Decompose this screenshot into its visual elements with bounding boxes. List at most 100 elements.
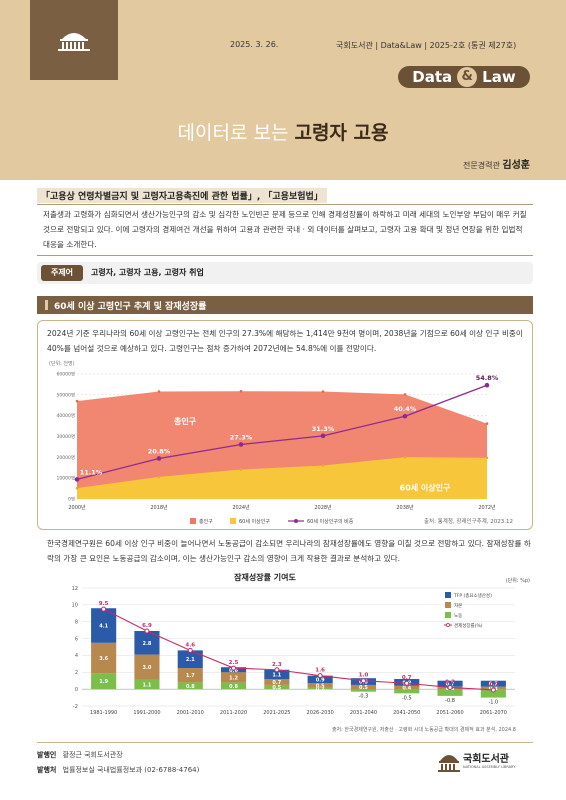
chart2-xtick: 2021-2025 xyxy=(263,710,290,716)
labor-value-label: 0.8 xyxy=(229,684,238,690)
elderly-area-label: 60세 이상인구 xyxy=(400,483,451,493)
tfp-bar xyxy=(307,675,333,684)
footer-office: 발행처 법률정보실 국내법률정보과 (02-6788-4764) xyxy=(37,765,199,775)
chart2-ytick: 10 xyxy=(72,603,78,609)
tfp-value-label: 2.1 xyxy=(186,657,195,663)
keyword-tag: 주제어 xyxy=(41,265,83,281)
chart1-ytick: 60000명 xyxy=(57,371,75,378)
chart-box xyxy=(37,320,533,530)
elderly-population-point xyxy=(485,456,489,460)
chart1-xtick: 2072년 xyxy=(478,504,496,511)
growth-point xyxy=(360,678,366,684)
growth-point xyxy=(447,684,453,690)
capital-value-label: 1.2 xyxy=(229,675,238,681)
capital-bar xyxy=(264,679,290,685)
logo-name: 국회도서관 xyxy=(463,754,509,765)
labor-bar xyxy=(264,684,290,690)
elderly-population-point xyxy=(239,468,243,471)
capital-bar xyxy=(350,684,377,690)
chart1-source: 출처: 통계청, 장래인구추계, 2023.12 xyxy=(424,519,513,525)
total-population-point xyxy=(75,399,79,403)
ratio-label: 11.1% xyxy=(80,468,103,476)
total-population-point xyxy=(403,393,407,396)
chart2-xtick: 2001-2010 xyxy=(177,710,204,716)
chart2-ytick: 6 xyxy=(75,636,78,642)
labor-value-label: -1.0 xyxy=(488,700,498,706)
growth-point xyxy=(231,665,237,671)
chart2-xtick: 2031-2040 xyxy=(350,710,377,716)
chart1-xtick: 2024년 xyxy=(232,504,250,511)
capital-bar xyxy=(307,683,333,688)
tfp-bar xyxy=(177,650,203,669)
labor-value-label: 1.9 xyxy=(99,679,108,685)
assembly-building-icon xyxy=(58,33,90,51)
labor-bar xyxy=(307,687,333,690)
page-title: 데이터로 보는 고령자 고용 xyxy=(0,118,566,145)
chart1-ytick: 40000명 xyxy=(57,412,75,419)
labor-bar xyxy=(394,689,420,694)
legend-ratio-label: 60세 이상인구의 비중 xyxy=(307,518,354,525)
chart2-legend-label: TFP (총요소생산성) xyxy=(453,592,492,599)
tfp-bar xyxy=(134,630,160,655)
keyword-bar: 주제어 고령자, 고령자 고용, 고령자 취업 xyxy=(37,262,533,284)
growth-line xyxy=(103,608,494,691)
total-population-point xyxy=(239,389,243,393)
footer-office-label: 발행처 xyxy=(37,766,57,774)
capital-value-label: 0.7 xyxy=(272,680,281,686)
ratio-line xyxy=(76,384,488,481)
ratio-point xyxy=(402,413,408,419)
chart2-legend-swatch xyxy=(445,612,451,618)
chart2-legend-label: 경제성장률(%) xyxy=(454,622,483,629)
growth-value-label: 1.0 xyxy=(359,673,369,679)
elderly-population-area xyxy=(77,457,487,499)
growth-chart: 잠재성장률 기여도 (단위: %p) 1.9 3.6 4.1 1.1 3.0 2.8 0.8… xyxy=(72,572,530,716)
capital-bar xyxy=(394,685,420,690)
labor-value-label: -0.8 xyxy=(445,698,455,704)
labor-bar xyxy=(220,682,247,690)
capital-value-label: 0.4 xyxy=(402,685,411,691)
labor-bar xyxy=(480,689,506,698)
labor-bar xyxy=(350,689,377,692)
growth-point xyxy=(274,667,280,673)
ratio-label: 20.8% xyxy=(148,447,171,455)
chart2-ytick: 8 xyxy=(75,620,78,626)
capital-bar xyxy=(134,654,160,680)
growth-point xyxy=(317,673,323,679)
chart2-xtick: 2011-2020 xyxy=(220,710,247,716)
chart2-xtick: 2026-2030 xyxy=(307,710,334,716)
badge-amp: & xyxy=(457,67,478,87)
elderly-population-point xyxy=(157,475,161,479)
growth-point xyxy=(490,687,496,693)
capital-value-label: 0.5 xyxy=(316,683,325,689)
chart2-legend-label: 노동 xyxy=(454,613,462,619)
tfp-value-label: 1.1 xyxy=(272,672,281,678)
section-title: 60세 이상 고령인구 추계 및 잠재성장률 xyxy=(54,302,207,312)
chart1-ytick: 0명 xyxy=(68,496,75,503)
chart1-xtick: 2000년 xyxy=(68,504,86,511)
tfp-value-label: 0.7 xyxy=(446,682,455,688)
labor-value-label: 0.5 xyxy=(272,685,281,691)
nal-logo: 국회도서관 NATIONAL ASSEMBLY LIBRARY xyxy=(437,746,537,778)
ratio-point xyxy=(484,382,490,388)
labor-bar xyxy=(177,682,203,690)
ratio-point xyxy=(74,477,80,482)
title-bold: 고령자 고용 xyxy=(294,122,389,144)
badge-law: Law xyxy=(482,68,516,86)
chart2-ytick: 12 xyxy=(72,586,78,592)
growth-point xyxy=(404,680,410,686)
chart2-unit: (단위: %p) xyxy=(506,577,530,584)
legend-ratio-dot xyxy=(294,519,298,523)
library-emblem-icon xyxy=(438,755,460,772)
capital-bar xyxy=(177,668,203,683)
chart1-xtick: 2038년 xyxy=(396,504,414,511)
legend-total-label: 총인구 xyxy=(199,518,213,525)
labor-bar xyxy=(437,689,463,696)
chart2-ytick: 2 xyxy=(75,670,78,676)
total-population-point xyxy=(485,422,489,425)
assembly-logo xyxy=(30,0,118,80)
elderly-population-point xyxy=(75,486,79,490)
chart2-ytick: 0 xyxy=(75,687,78,693)
ratio-label: 40.4% xyxy=(394,405,417,413)
chart2-source: 출처: 한국경제연구원, 저출산 · 고령화 시대 노동공급 확대의 경제적 효… xyxy=(331,727,516,733)
